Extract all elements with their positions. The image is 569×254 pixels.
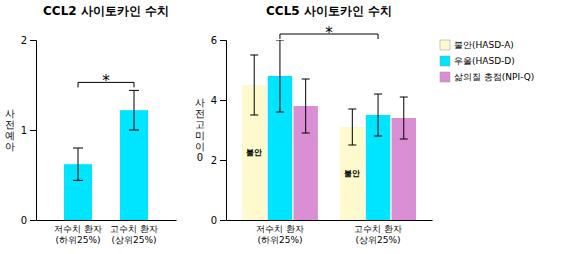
y-axis-line: [220, 41, 227, 221]
legend-label: 불안(HASD-A): [454, 40, 514, 50]
y-axis-line: [30, 41, 37, 221]
y-tick: 1: [21, 125, 36, 136]
x-axis-line: [227, 220, 433, 221]
y-tick-mark: [30, 220, 36, 221]
y-tick: 0: [211, 215, 226, 226]
y-axis-title-line: 전: [195, 108, 205, 119]
texts: * CCL2 사이토카인 수치사전예아: [5, 4, 169, 152]
x-tick-label-line: (하위25%): [257, 235, 302, 245]
y-axis-title: 사전고미이0: [195, 97, 205, 163]
y-tick-label: 6: [211, 35, 217, 46]
y-axis-title-line: 예: [5, 130, 15, 141]
y-tick: 0: [21, 215, 36, 226]
y-tick-label: 0: [21, 215, 27, 226]
x-tick-label-line: (하위25%): [55, 235, 100, 245]
y-tick-mark: [220, 100, 226, 101]
legend-label: 삶의질 총점(NPI-Q): [454, 72, 534, 82]
y-axis-title-line: 0: [197, 152, 203, 163]
y-axis-title-line: 전: [5, 119, 15, 130]
y-axis: 0 2 4 6: [211, 35, 227, 226]
x-tick-label-line: 저수치 환자: [256, 224, 304, 234]
legend: 불안(HASD-A) 우울(HASD-D) 삶의질 총점(NPI-Q): [440, 40, 534, 83]
legend-swatch: [440, 40, 450, 50]
legend-item: 불안(HASD-A): [440, 40, 514, 51]
x-tick: 저수치 환자(하위25%): [256, 224, 304, 244]
error-bar: [374, 94, 382, 136]
legend-swatch: [440, 72, 450, 82]
bar-annotation: 불안: [246, 148, 262, 157]
plot-marks: [64, 90, 148, 220]
x-tick: 저수치 환자(하위25%): [54, 224, 102, 244]
y-tick: 2: [21, 35, 36, 46]
error-bar: [250, 55, 258, 115]
x-tick-label-line: (상위25%): [111, 235, 156, 245]
significance-label: *: [102, 72, 110, 90]
x-tick: 고수치 환자(상위25%): [354, 224, 402, 244]
plot-marks: [242, 40, 416, 220]
y-tick: 4: [211, 95, 226, 106]
y-tick-label: 2: [21, 35, 27, 46]
y-axis-title-line: 이: [195, 141, 205, 152]
x-axis-line: [37, 220, 177, 221]
y-tick-label: 4: [211, 95, 217, 106]
x-tick: 고수치 환자(상위25%): [110, 224, 158, 244]
error-bar: [73, 148, 83, 180]
y-tick-label: 0: [211, 215, 217, 226]
legend-item: 삶의질 총점(NPI-Q): [440, 72, 534, 83]
y-tick: 6: [211, 35, 226, 46]
y-tick-mark: [220, 40, 226, 41]
x-tick-label: 저수치 환자(하위25%): [256, 224, 304, 244]
y-axis-title-line: 사: [5, 108, 15, 119]
error-bar: [129, 90, 139, 130]
panel: 불안불안*CCL5 사이토카인 수치사전고미이00246저수치 환자(하위25%…: [195, 4, 534, 245]
x-axis: 저수치 환자(하위25%) 고수치 환자(상위25%): [37, 221, 177, 245]
bar-annotation: 불안: [344, 169, 360, 178]
y-tick-mark: [220, 220, 226, 221]
texts: 불안불안*CCL5 사이토카인 수치사전고미이0: [195, 4, 392, 178]
x-tick-label: 고수치 환자(상위25%): [110, 224, 158, 244]
x-tick-label-line: 고수치 환자: [110, 224, 158, 234]
series: [293, 79, 416, 220]
series: [268, 40, 391, 220]
y-tick-label: 2: [211, 155, 217, 166]
y-tick: 2: [211, 155, 226, 166]
error-bar: [276, 40, 284, 112]
chart-svg: *CCL2 사이토카인 수치사전예아012저수치 환자(하위25%)고수치 환자…: [0, 0, 569, 254]
y-axis-title-line: 고: [195, 119, 205, 130]
y-axis: 0 1 2: [21, 35, 37, 226]
legend-label: 우울(HASD-D): [454, 56, 515, 66]
chart-title: CCL5 사이토카인 수치: [266, 4, 392, 18]
y-axis-title-line: 미: [195, 130, 205, 141]
y-tick-label: 1: [21, 125, 27, 136]
error-bar: [302, 79, 310, 133]
x-tick-label: 저수치 환자(하위25%): [54, 224, 102, 244]
y-tick-mark: [30, 40, 36, 41]
y-axis-title-line: 아: [5, 141, 15, 152]
chart-root: *CCL2 사이토카인 수치사전예아012저수치 환자(하위25%)고수치 환자…: [0, 0, 569, 254]
y-axis-title: 사전예아: [5, 108, 15, 152]
x-tick-label-line: (상위25%): [356, 235, 401, 245]
series: [242, 55, 365, 220]
panel: * CCL2 사이토카인 수치사전예아 0 1 2 저수치 환자(하위25%) 고수치 환자…: [5, 4, 177, 245]
y-axis-title-line: 사: [195, 97, 205, 108]
x-tick-label: 고수치 환자(상위25%): [354, 224, 402, 244]
x-tick-label-line: 저수치 환자: [54, 224, 102, 234]
significance-label: *: [325, 24, 333, 42]
x-axis: 저수치 환자(하위25%) 고수치 환자(상위25%): [227, 221, 433, 245]
legend-swatch: [440, 56, 450, 66]
y-tick-mark: [30, 130, 36, 131]
chart-title: CCL2 사이토카인 수치: [43, 4, 169, 18]
legend-item: 우울(HASD-D): [440, 56, 515, 67]
error-bar: [400, 97, 408, 139]
x-tick-label-line: 고수치 환자: [354, 224, 402, 234]
y-tick-mark: [220, 160, 226, 161]
error-bar: [348, 109, 356, 145]
